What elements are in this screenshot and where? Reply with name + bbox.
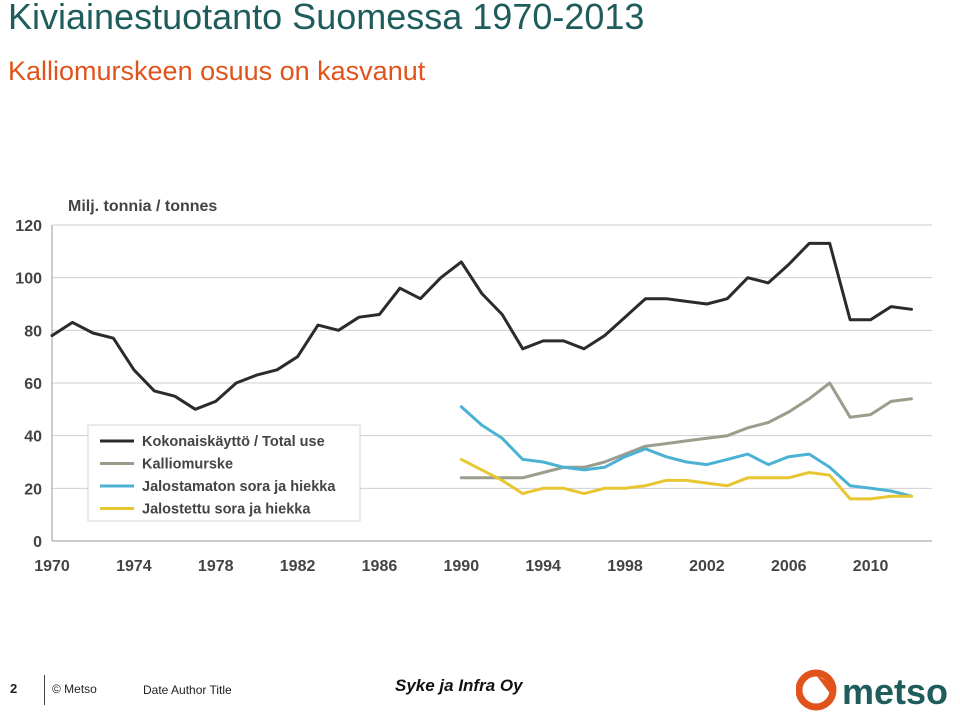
x-tick-label: 1990: [444, 558, 480, 575]
y-tick-label: 80: [24, 323, 42, 340]
x-tick-label: 2002: [689, 558, 725, 575]
legend-label: Jalostamaton sora ja hiekka: [142, 479, 336, 495]
line-chart: 0 20 40 60 80 100 120 1970 1974 1978 1982 1986 1990 1…: [15, 198, 932, 575]
slide-subtitle: Kalliomurskeen osuus on kasvanut: [8, 56, 426, 86]
y-tick-label: 20: [24, 481, 42, 498]
y-tick-label: 0: [33, 534, 42, 551]
footer-meta: Date Author Title: [143, 683, 232, 697]
series-line: [459, 405, 913, 498]
x-tick-label: 2006: [771, 558, 807, 575]
legend-label: Kalliomurske: [142, 457, 233, 473]
footer-divider: [44, 675, 45, 705]
x-tick-label: 1998: [607, 558, 643, 575]
logo-mark-icon: [796, 669, 837, 711]
x-tick-label: 1974: [116, 558, 152, 575]
slide-footer: 2 © Metso Date Author Title Syke ja Infr…: [0, 660, 960, 716]
series-line: [459, 381, 913, 480]
copyright-text: © Metso: [52, 682, 97, 696]
x-tick-label: 1994: [525, 558, 561, 575]
source-credit: Syke ja Infra Oy: [395, 676, 523, 695]
y-tick-label: 120: [15, 218, 42, 235]
x-tick-label: 1986: [362, 558, 398, 575]
y-tick-label: 60: [24, 376, 42, 393]
y-tick-label: 40: [24, 429, 42, 446]
logo-mark-notch-icon: [816, 675, 832, 696]
y-tick-label: 100: [15, 271, 42, 288]
unit-label: Milj. tonnia / tonnes: [68, 198, 217, 215]
series-line: [50, 241, 913, 411]
legend: Kokonaiskäyttö / Total use Kalliomurske Ja…: [87, 424, 361, 522]
x-tick-label: 1982: [280, 558, 316, 575]
slide-title: Kiviainestuotanto Suomessa 1970-2013: [8, 0, 645, 37]
legend-label: Jalostettu sora ja hiekka: [142, 502, 311, 518]
logo-wordmark: metso: [842, 671, 948, 712]
legend-label: Kokonaiskäyttö / Total use: [142, 434, 325, 450]
metso-logo: metso: [796, 669, 948, 712]
series-line: [459, 457, 913, 501]
page-number: 2: [10, 681, 18, 696]
x-tick-label: 2010: [853, 558, 889, 575]
x-tick-label: 1978: [198, 558, 234, 575]
x-tick-label: 1970: [34, 558, 70, 575]
